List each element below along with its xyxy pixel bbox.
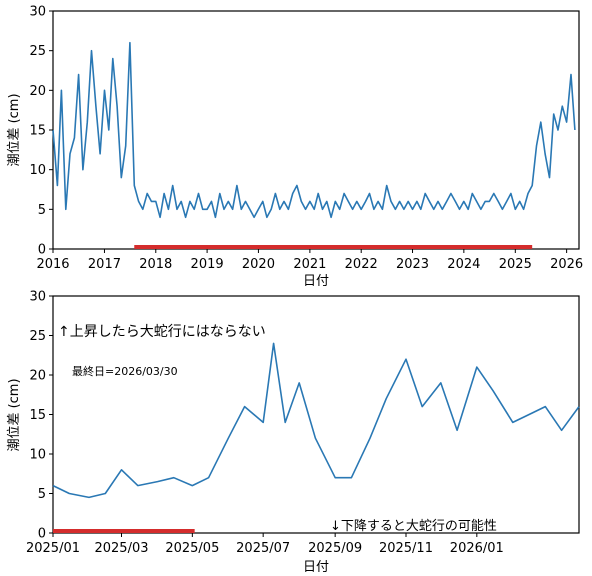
y-tick-label: 20	[29, 84, 46, 99]
annotation-last-day: 最終日=2026/03/30	[72, 364, 178, 378]
x-axis-label: 日付	[303, 274, 329, 289]
x-tick-label: 2025/03	[94, 541, 148, 556]
x-tick-label: 2025/07	[236, 541, 290, 556]
x-tick-label: 2021	[293, 257, 326, 272]
y-tick-label: 5	[38, 203, 46, 218]
y-tick-label: 15	[29, 124, 46, 139]
chart-top: 2016 2017 2018 2019 2020 2021 2022 2023 2024 2025…	[7, 5, 583, 290]
annotation-rise: ↑上昇したら大蛇行にはならない	[58, 324, 266, 340]
y-axis-ticks: 0 5 10 15 20 25 30	[29, 290, 53, 542]
y-axis-ticks: 0 5 10 15 20 25 30	[29, 5, 53, 258]
x-tick-label: 2025/05	[165, 541, 219, 556]
y-tick-label: 20	[29, 369, 46, 384]
x-tick-label: 2025/01	[26, 541, 80, 556]
highlight-band	[134, 245, 533, 249]
x-axis-ticks: 2025/01 2025/03 2025/05 2025/07 2025/09 2025/…	[26, 533, 504, 556]
series-line	[52, 41, 576, 219]
y-axis-label: 潮位差 (cm)	[7, 93, 22, 166]
x-tick-label: 2017	[88, 257, 121, 272]
y-tick-label: 25	[29, 329, 46, 344]
y-tick-label: 30	[29, 5, 46, 20]
x-tick-label: 2025	[499, 257, 532, 272]
x-tick-label: 2020	[242, 257, 275, 272]
x-axis-ticks: 2016 2017 2018 2019 2020 2021 2022 2023 2024 2025…	[36, 249, 583, 272]
x-tick-label: 2016	[36, 257, 69, 272]
y-tick-label: 0	[38, 243, 46, 258]
y-tick-label: 0	[38, 527, 46, 542]
annotation-fall: ↓下降すると大蛇行の可能性	[330, 519, 497, 534]
y-axis-label: 潮位差 (cm)	[7, 378, 22, 451]
y-tick-label: 25	[29, 44, 46, 59]
y-tick-label: 10	[29, 163, 46, 178]
plot-area	[52, 342, 580, 533]
y-tick-label: 5	[38, 487, 46, 502]
highlight-band	[53, 529, 195, 533]
x-tick-label: 2025/09	[308, 541, 362, 556]
x-axis-label: 日付	[303, 560, 329, 575]
x-tick-label: 2022	[345, 257, 378, 272]
x-tick-label: 2025/11	[379, 541, 433, 556]
y-tick-label: 10	[29, 448, 46, 463]
series-line	[52, 342, 580, 499]
y-tick-label: 15	[29, 408, 46, 423]
x-tick-label: 2023	[396, 257, 429, 272]
x-tick-label: 2019	[191, 257, 224, 272]
x-tick-label: 2024	[447, 257, 480, 272]
x-tick-label: 2018	[139, 257, 172, 272]
x-tick-label: 2026/01	[450, 541, 504, 556]
plot-area	[52, 41, 576, 249]
y-tick-label: 30	[29, 290, 46, 305]
x-tick-label: 2026	[550, 257, 583, 272]
chart-bottom: 2025/01 2025/03 2025/05 2025/07 2025/09 2025/…	[7, 290, 580, 575]
